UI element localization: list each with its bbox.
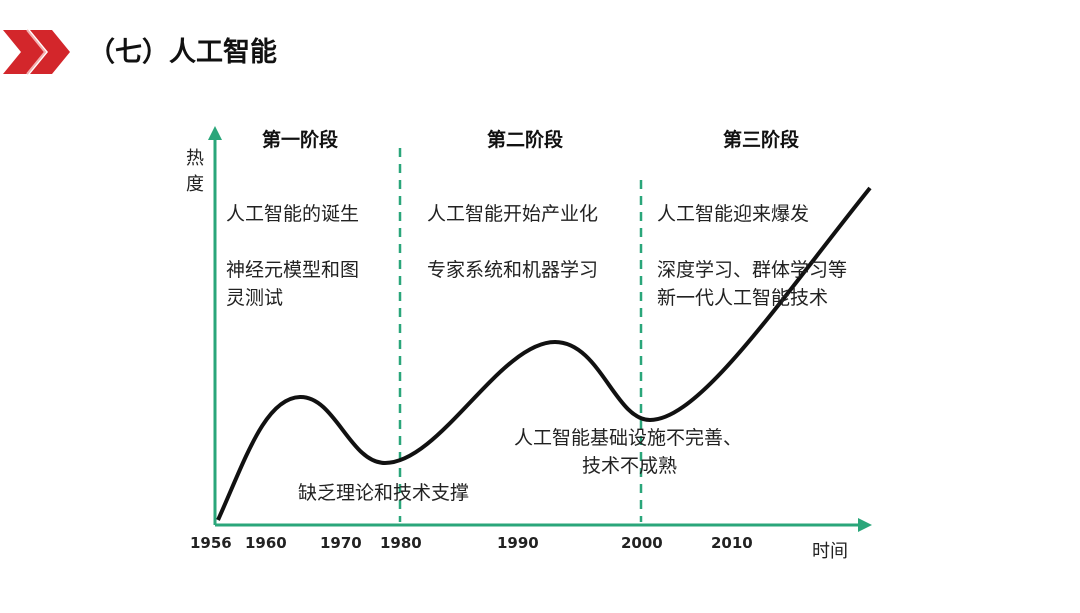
stage-1-detail-line: 灵测试 (226, 287, 284, 309)
stage-2-title: 第二阶段 (487, 129, 564, 151)
heat-curve (216, 186, 872, 521)
stage-2-headline: 人工智能开始产业化 (427, 203, 599, 225)
trough-2-annotation-line: 技术不成熟 (582, 455, 678, 477)
stage-3-detail-line: 新一代人工智能技术 (657, 287, 829, 309)
x-tick: 1960 (245, 534, 287, 552)
trough-2-annotation-line: 人工智能基础设施不完善、 (514, 427, 743, 449)
stage-3-detail-line: 深度学习、群体学习等 (657, 259, 848, 281)
y-axis-label: 热度 (186, 148, 204, 195)
x-tick: 2010 (711, 534, 753, 552)
stage-1-detail-line: 神经元模型和图 (226, 259, 360, 281)
y-axis (208, 126, 222, 525)
x-tick: 1970 (320, 534, 362, 552)
stage-1-headline: 人工智能的诞生 (226, 203, 360, 225)
stage-3-headline: 人工智能迎来爆发 (657, 203, 810, 225)
trough-1-annotation: 缺乏理论和技术支撑 (298, 482, 470, 504)
x-axis (215, 518, 872, 532)
stage-3-title: 第三阶段 (723, 129, 800, 151)
stage-1-title: 第一阶段 (262, 129, 339, 151)
x-tick: 1990 (497, 534, 539, 552)
x-tick: 1980 (380, 534, 422, 552)
x-tick: 2000 (621, 534, 663, 552)
page-title: （七）人工智能 (88, 37, 277, 68)
x-tick: 1956 (190, 534, 232, 552)
x-axis-label: 时间 (812, 541, 848, 562)
stage-2-detail-line: 专家系统和机器学习 (427, 259, 599, 281)
chevron-icon (3, 29, 70, 75)
